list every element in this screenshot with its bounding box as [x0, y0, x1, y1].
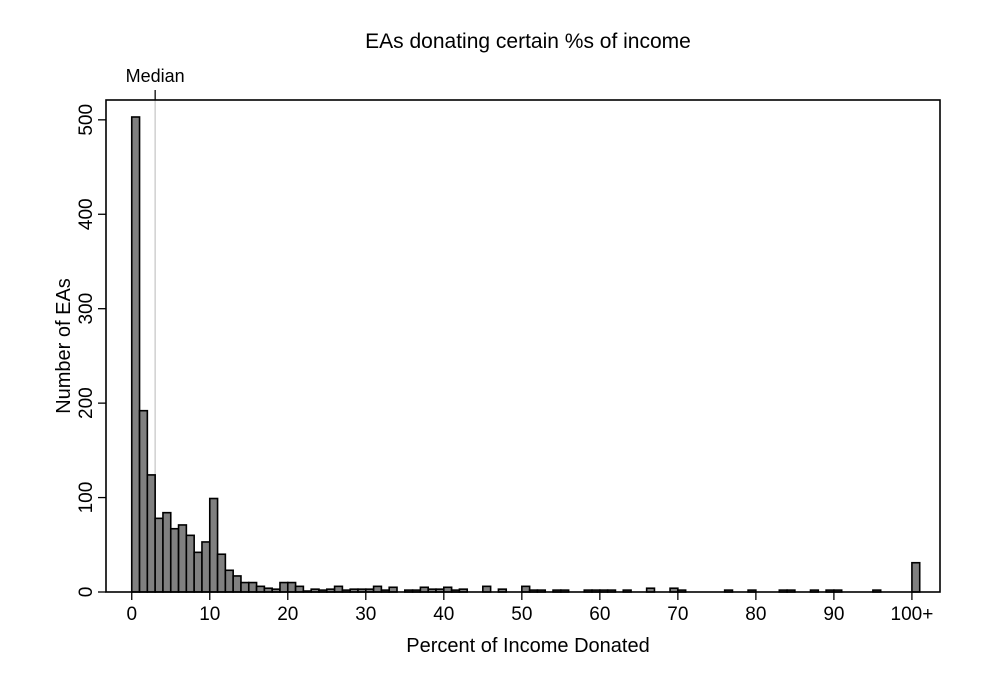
histogram-bar [224, 569, 234, 593]
y-tick-label: 500 [76, 104, 97, 136]
histogram-bar [240, 581, 250, 593]
histogram-bar [294, 585, 305, 593]
x-tick-label: 40 [433, 604, 454, 625]
x-tick-label: 90 [823, 604, 844, 625]
x-tick-label: 70 [667, 604, 688, 625]
histogram-bar [193, 551, 203, 593]
histogram-bar [232, 575, 242, 593]
histogram-bar [521, 585, 531, 593]
plot-area: Median 0 10 20 30 40 50 60 70 80 90 100+ 0 100 200 300 4… [76, 66, 941, 625]
histogram-bar [247, 581, 258, 593]
x-tick-label: 100+ [891, 604, 934, 625]
y-tick-label: 400 [76, 198, 97, 230]
x-axis-label: Percent of Income Donated [406, 635, 649, 657]
histogram-bar [208, 497, 219, 593]
histogram-bar [201, 541, 211, 593]
y-tick-label: 200 [76, 387, 97, 419]
x-tick-label: 60 [589, 604, 610, 625]
histogram-bar [138, 409, 149, 593]
histogram-bar [911, 561, 921, 593]
median-label: Median [126, 66, 185, 86]
histogram-bar [255, 585, 266, 593]
x-tick-label: 0 [126, 604, 137, 625]
y-tick-label: 0 [76, 587, 97, 598]
y-axis-label: Number of EAs [53, 278, 75, 414]
x-tick-label: 50 [511, 604, 532, 625]
histogram-bar [216, 553, 227, 593]
x-tick-label: 80 [745, 604, 766, 625]
histogram-bar [130, 116, 141, 593]
plot-frame [105, 99, 941, 593]
x-tick-label: 20 [277, 604, 298, 625]
histogram-bar [162, 511, 172, 593]
histogram-bar [372, 585, 383, 593]
x-tick-label: 30 [355, 604, 376, 625]
y-tick-label: 100 [76, 482, 97, 514]
histogram-bar [146, 474, 156, 593]
histogram-bar [177, 524, 188, 593]
histogram-bar [154, 517, 164, 593]
chart-title: EAs donating certain %s of income [365, 30, 691, 53]
y-tick-label: 300 [76, 293, 97, 325]
x-tick-label: 10 [199, 604, 220, 625]
histogram-bar [169, 527, 180, 593]
histogram-bar [286, 581, 297, 593]
histogram-bar [333, 585, 344, 593]
histogram-bar [185, 534, 195, 593]
histogram-bar [482, 585, 492, 593]
histogram-bar [279, 581, 289, 593]
